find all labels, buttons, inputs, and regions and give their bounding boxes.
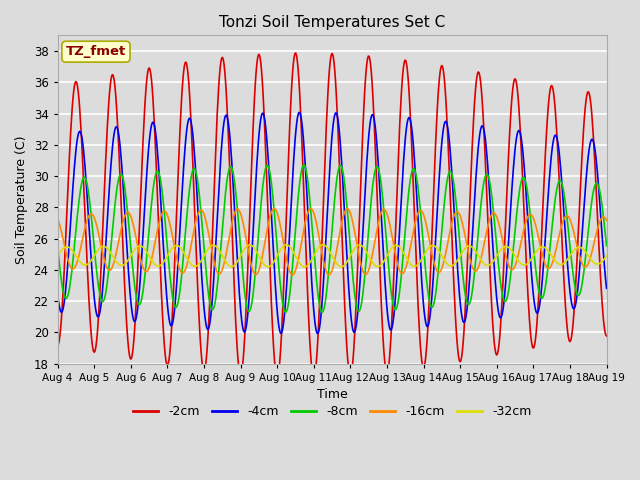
-32cm <box>54 253 61 259</box>
-32cm <box>205 245 212 251</box>
-8cm <box>282 309 290 315</box>
-32cm <box>603 253 611 259</box>
-16cm <box>417 207 424 213</box>
-16cm <box>289 272 296 278</box>
-4cm <box>176 231 184 237</box>
Line: -4cm: -4cm <box>58 112 607 334</box>
-2cm <box>63 195 71 201</box>
-32cm <box>176 244 184 250</box>
-4cm <box>205 325 212 331</box>
-2cm <box>120 269 128 275</box>
-32cm <box>401 251 408 257</box>
-16cm <box>205 232 212 238</box>
Line: -8cm: -8cm <box>58 165 607 312</box>
-32cm <box>301 264 309 270</box>
-8cm <box>54 243 61 249</box>
-4cm <box>417 256 424 262</box>
-4cm <box>603 286 611 291</box>
-4cm <box>314 331 322 336</box>
-32cm <box>120 262 128 268</box>
-8cm <box>63 294 71 300</box>
-8cm <box>603 243 611 249</box>
-2cm <box>310 374 318 380</box>
-8cm <box>205 294 212 300</box>
-8cm <box>300 162 308 168</box>
-2cm <box>417 341 424 347</box>
-4cm <box>120 196 128 202</box>
-8cm <box>401 239 408 245</box>
Legend: -2cm, -4cm, -8cm, -16cm, -32cm: -2cm, -4cm, -8cm, -16cm, -32cm <box>128 400 536 423</box>
-16cm <box>307 206 315 212</box>
-16cm <box>176 266 184 272</box>
Line: -32cm: -32cm <box>58 245 607 267</box>
Text: TZ_fmet: TZ_fmet <box>66 45 126 58</box>
X-axis label: Time: Time <box>317 388 348 401</box>
-2cm <box>54 343 61 348</box>
Line: -2cm: -2cm <box>58 53 607 377</box>
-4cm <box>296 109 303 115</box>
-8cm <box>417 206 424 212</box>
-16cm <box>603 217 611 223</box>
-16cm <box>120 216 128 221</box>
-4cm <box>401 149 408 155</box>
-4cm <box>54 290 61 296</box>
Title: Tonzi Soil Temperatures Set C: Tonzi Soil Temperatures Set C <box>219 15 445 30</box>
-16cm <box>401 269 408 275</box>
-2cm <box>205 319 212 324</box>
-8cm <box>176 289 184 295</box>
-2cm <box>603 333 611 339</box>
-2cm <box>176 132 184 138</box>
-32cm <box>63 244 71 250</box>
Line: -16cm: -16cm <box>58 209 607 275</box>
-32cm <box>283 242 291 248</box>
-4cm <box>63 265 71 271</box>
-2cm <box>292 50 300 56</box>
-8cm <box>120 180 128 186</box>
Y-axis label: Soil Temperature (C): Soil Temperature (C) <box>15 135 28 264</box>
-32cm <box>417 259 424 264</box>
-16cm <box>54 216 61 222</box>
-2cm <box>401 60 408 65</box>
-16cm <box>63 255 71 261</box>
